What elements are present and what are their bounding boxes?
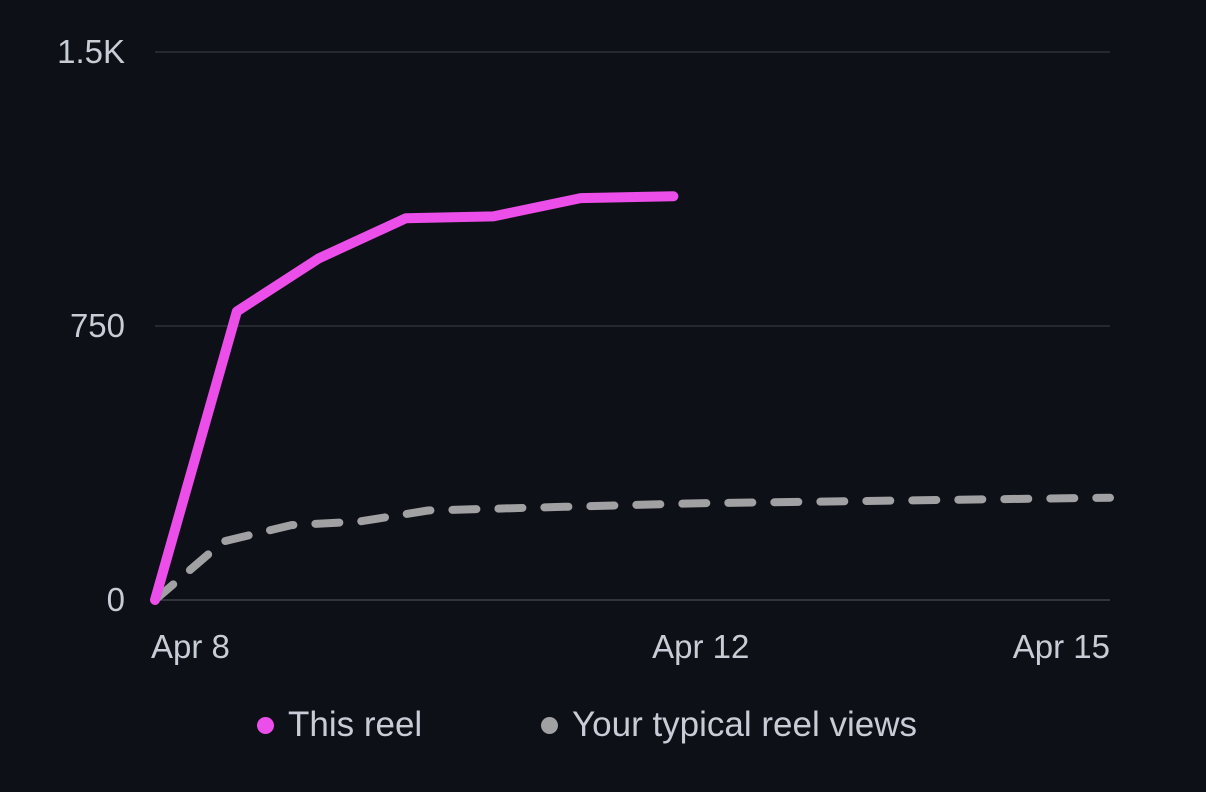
legend-item-this-reel[interactable]: This reel [257, 700, 422, 750]
series-line-this-reel [150, 191, 679, 605]
legend: This reel Your typical reel views [0, 700, 1206, 750]
x-tick-label-apr-8: Apr 8 [151, 628, 230, 665]
x-tick-label-apr-15: Apr 15 [1013, 628, 1110, 665]
x-tick-label-apr-12: Apr 12 [652, 628, 749, 665]
legend-label-this-reel: This reel [288, 705, 423, 744]
legend-label-typical-reel-views: Your typical reel views [572, 705, 917, 744]
y-tick-label-0: 0 [107, 581, 125, 618]
y-tick-label-1-5k: 1.5K [57, 33, 125, 70]
y-tick-label-750: 750 [70, 307, 125, 344]
legend-marker-this-reel [257, 716, 274, 734]
legend-item-typical-reel-views[interactable]: Your typical reel views [541, 700, 917, 750]
series-line-typical-reel-views [151, 493, 1114, 604]
legend-marker-typical-reel-views [541, 716, 558, 734]
